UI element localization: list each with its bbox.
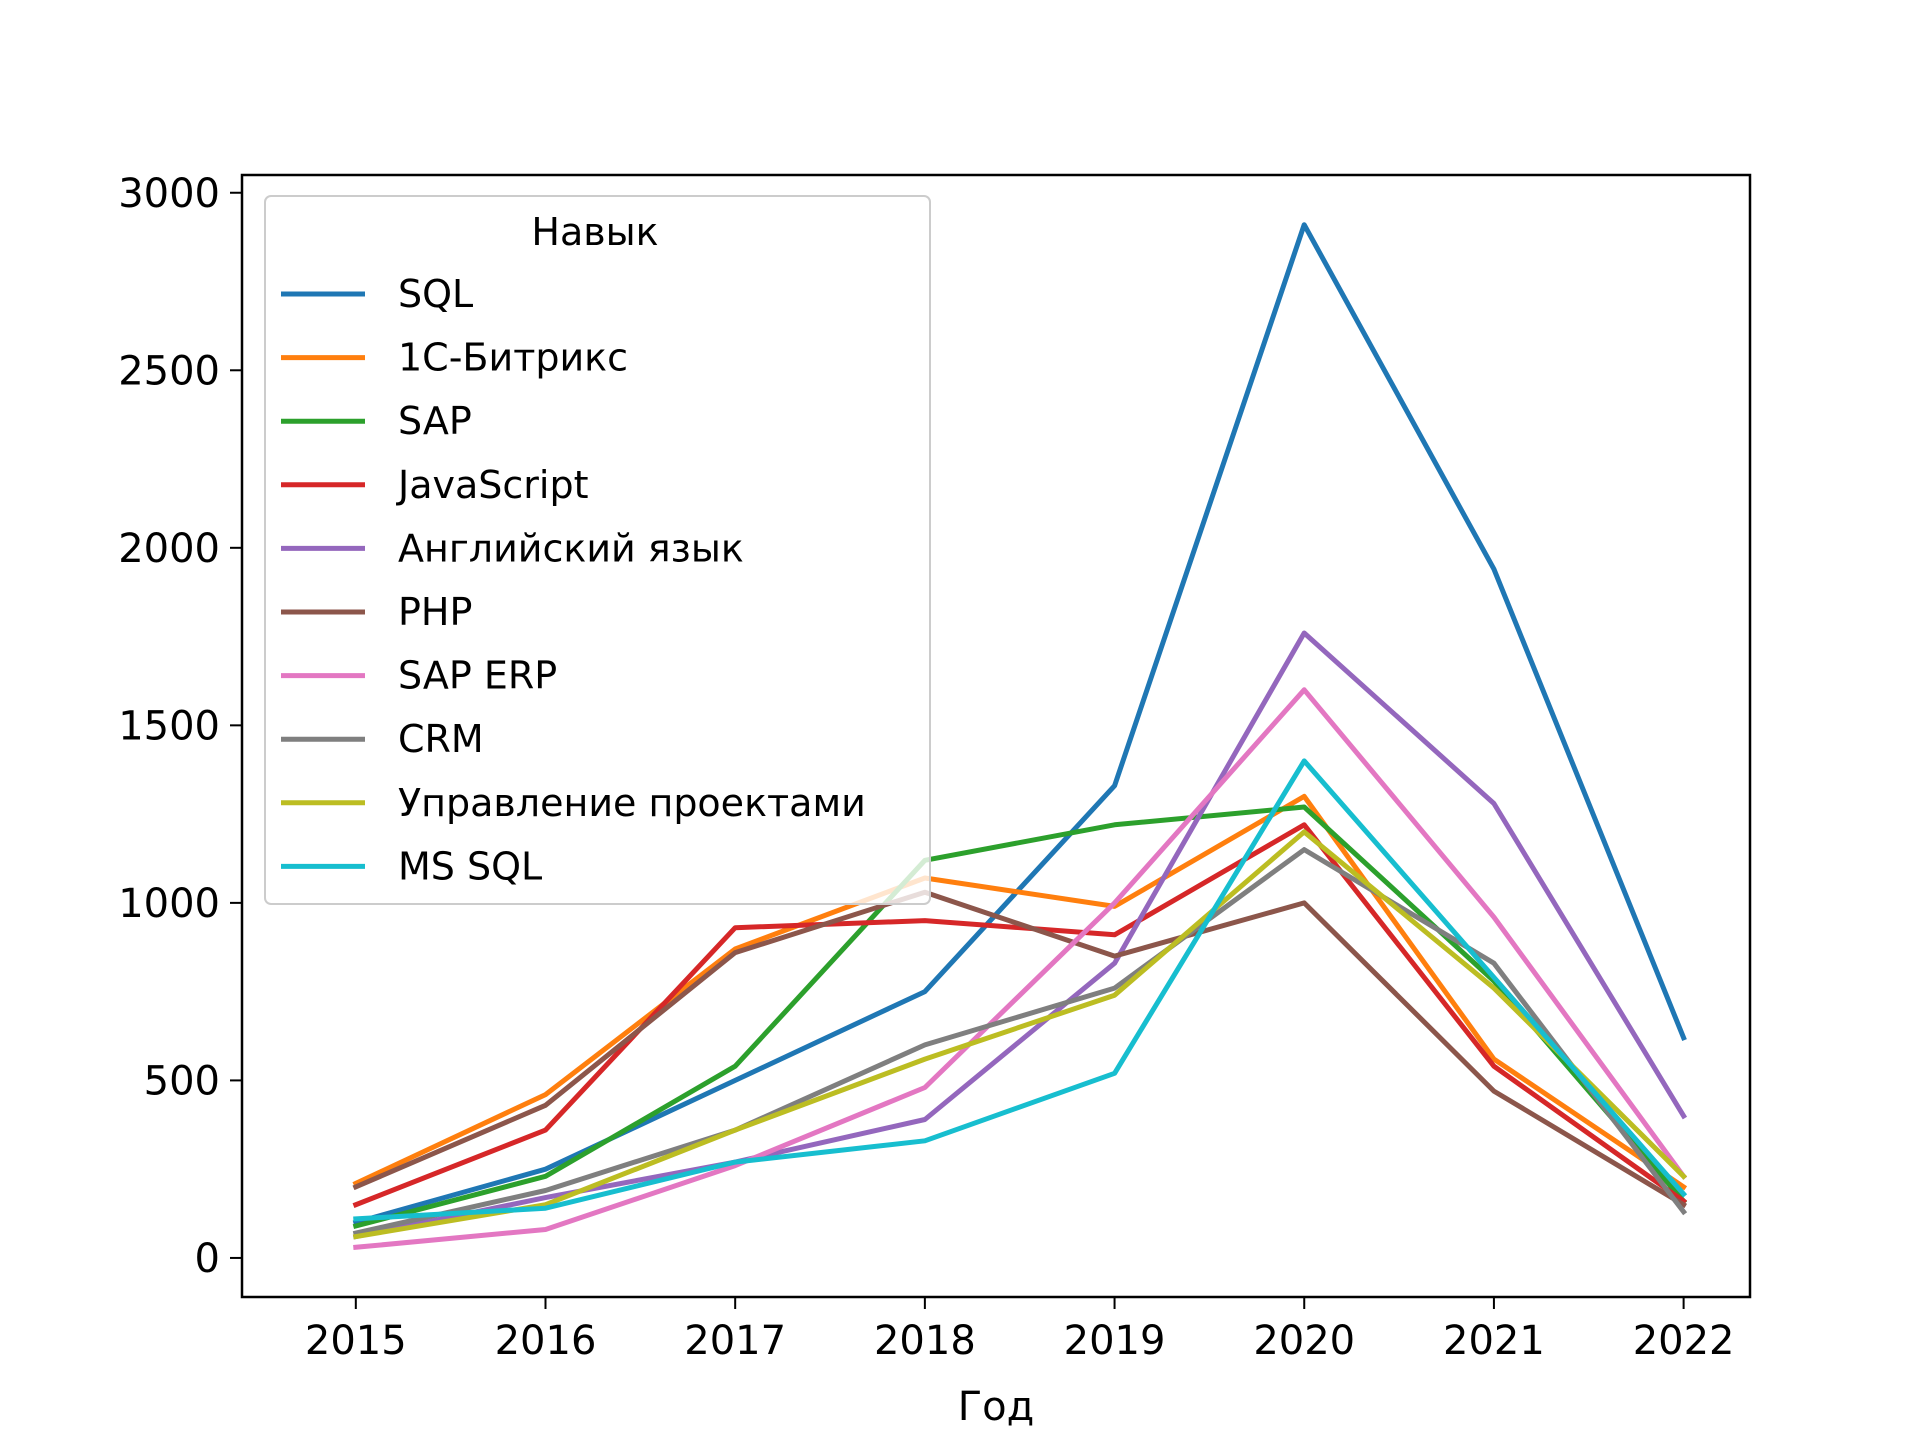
x-tick-label: 2022 — [1633, 1318, 1735, 1364]
legend-label-8: Управление проектами — [398, 781, 866, 825]
x-tick-label: 2020 — [1253, 1318, 1355, 1364]
legend-label-0: SQL — [398, 272, 473, 316]
axes-frame — [240, 173, 1752, 1299]
x-tick-label: 2021 — [1443, 1318, 1545, 1364]
y-axis-ticks: 0 500 1000 1500 2000 2500 3000 — [118, 171, 242, 1282]
series-line-3 — [352, 822, 1688, 1208]
legend-label-9: MS SQL — [398, 844, 542, 888]
legend-label-6: SAP ERP — [398, 654, 557, 698]
legend-label-5: PHP — [398, 590, 472, 634]
x-tick-label: 2018 — [874, 1318, 976, 1364]
y-tick-label: 500 — [144, 1058, 220, 1104]
legend-label-1: 1С-Битрикс — [398, 336, 628, 380]
legend-label-3: JavaScript — [396, 463, 588, 507]
legend-box — [264, 195, 931, 905]
y-tick-label: 3000 — [118, 171, 220, 217]
x-tick-label: 2015 — [305, 1318, 407, 1364]
legend-label-2: SAP — [398, 399, 472, 443]
legend-items: SQL 1С-Битрикс SAP JavaScript Английский язы… — [281, 272, 866, 888]
x-tick-label: 2017 — [684, 1318, 786, 1364]
series-line-8 — [352, 829, 1688, 1240]
x-tick-label: 2016 — [495, 1318, 597, 1364]
x-tick-label: 2019 — [1064, 1318, 1166, 1364]
x-axis-ticks: 2015 2016 2017 2018 2019 2020 2021 2022 — [305, 1297, 1735, 1364]
series-line-9 — [353, 758, 1688, 1222]
plot-lines — [352, 222, 1688, 1251]
series-line-5 — [352, 889, 1688, 1209]
series-line-1 — [352, 793, 1688, 1191]
y-tick-label: 1500 — [118, 703, 220, 749]
legend: Навык SQL 1С-Битрикс SAP JavaScript Английск… — [264, 195, 931, 905]
legend-label-4: Английский язык — [398, 526, 744, 570]
y-tick-label: 2500 — [118, 348, 220, 394]
y-tick-label: 0 — [195, 1236, 220, 1282]
y-tick-label: 1000 — [118, 881, 220, 927]
series-line-6 — [353, 687, 1688, 1251]
y-tick-label: 2000 — [118, 526, 220, 572]
legend-title: Навык — [531, 210, 658, 254]
series-line-2 — [352, 804, 1688, 1230]
x-axis-label: Год — [958, 1384, 1035, 1430]
series-line-0 — [352, 222, 1687, 1226]
legend-label-7: CRM — [398, 717, 484, 761]
